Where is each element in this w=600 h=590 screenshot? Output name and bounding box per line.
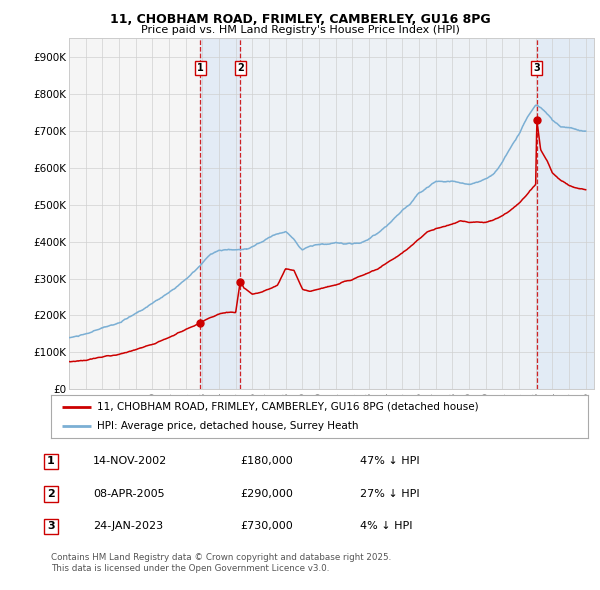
- Bar: [537, 38, 594, 389]
- Point: [236, 277, 245, 287]
- Text: 3: 3: [533, 63, 540, 73]
- Text: 4% ↓ HPI: 4% ↓ HPI: [360, 522, 413, 531]
- Text: 14-NOV-2002: 14-NOV-2002: [93, 457, 167, 466]
- Text: 1: 1: [47, 457, 55, 466]
- Text: 2: 2: [237, 63, 244, 73]
- Text: Contains HM Land Registry data © Crown copyright and database right 2025.: Contains HM Land Registry data © Crown c…: [51, 553, 391, 562]
- Text: 47% ↓ HPI: 47% ↓ HPI: [360, 457, 419, 466]
- Bar: [200, 38, 241, 389]
- Point: [196, 318, 205, 327]
- Bar: [241, 38, 594, 389]
- Text: £180,000: £180,000: [240, 457, 293, 466]
- Text: 11, CHOBHAM ROAD, FRIMLEY, CAMBERLEY, GU16 8PG: 11, CHOBHAM ROAD, FRIMLEY, CAMBERLEY, GU…: [110, 13, 490, 26]
- Text: 08-APR-2005: 08-APR-2005: [93, 489, 164, 499]
- Text: 3: 3: [47, 522, 55, 531]
- Text: 24-JAN-2023: 24-JAN-2023: [93, 522, 163, 531]
- Text: £730,000: £730,000: [240, 522, 293, 531]
- Text: 1: 1: [197, 63, 203, 73]
- Text: 2: 2: [47, 489, 55, 499]
- Text: Price paid vs. HM Land Registry's House Price Index (HPI): Price paid vs. HM Land Registry's House …: [140, 25, 460, 35]
- Text: 27% ↓ HPI: 27% ↓ HPI: [360, 489, 419, 499]
- Text: HPI: Average price, detached house, Surrey Heath: HPI: Average price, detached house, Surr…: [97, 421, 358, 431]
- Text: This data is licensed under the Open Government Licence v3.0.: This data is licensed under the Open Gov…: [51, 565, 329, 573]
- Text: £290,000: £290,000: [240, 489, 293, 499]
- Text: 11, CHOBHAM ROAD, FRIMLEY, CAMBERLEY, GU16 8PG (detached house): 11, CHOBHAM ROAD, FRIMLEY, CAMBERLEY, GU…: [97, 402, 478, 412]
- Point: [532, 115, 542, 124]
